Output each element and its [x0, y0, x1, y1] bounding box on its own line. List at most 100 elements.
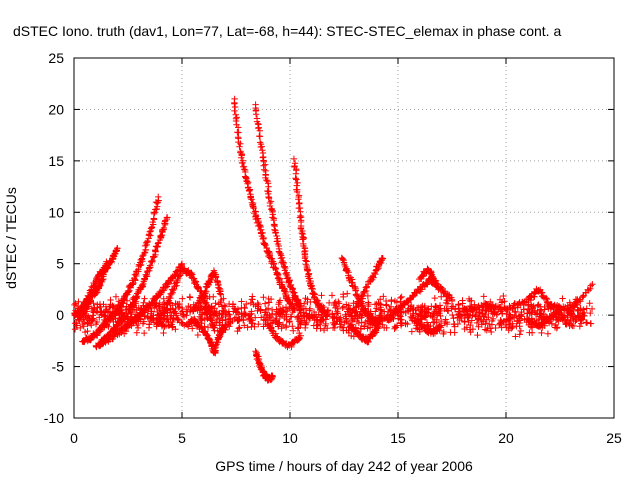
data-point [424, 266, 432, 273]
data-point [173, 268, 181, 276]
data-point [404, 307, 411, 314]
data-point [314, 321, 321, 329]
data-point [75, 298, 82, 305]
data-point [266, 202, 274, 210]
data-point [272, 317, 279, 324]
data-point [421, 302, 429, 310]
data-point [466, 311, 474, 319]
data-point [140, 318, 148, 325]
data-point [541, 306, 548, 313]
data-point [297, 306, 304, 314]
data-point [312, 311, 320, 318]
data-point [196, 313, 204, 321]
data-point [409, 312, 417, 319]
data-point [257, 314, 265, 321]
data-point [555, 317, 562, 325]
data-point [216, 310, 223, 318]
data-point [587, 285, 594, 292]
data-point [444, 300, 452, 307]
data-point [151, 209, 158, 216]
data-point [467, 321, 474, 329]
data-point [215, 301, 223, 308]
data-point [289, 286, 296, 293]
data-point [427, 322, 434, 330]
data-point [503, 316, 511, 323]
data-point [351, 307, 359, 315]
data-point [380, 293, 387, 300]
data-point [475, 323, 482, 330]
data-point [387, 303, 395, 310]
data-point [377, 259, 385, 267]
data-point [543, 294, 550, 302]
data-point [511, 314, 518, 321]
data-point [443, 320, 451, 328]
data-point [117, 303, 124, 310]
data-point [474, 331, 481, 339]
data-point [364, 325, 371, 332]
data-point [131, 271, 139, 278]
data-point [524, 302, 532, 309]
data-point [178, 304, 186, 312]
data-point [322, 322, 329, 329]
data-point [198, 324, 205, 331]
data-point [234, 316, 242, 324]
data-point [256, 222, 263, 230]
data-point [532, 311, 540, 318]
data-point [124, 310, 132, 317]
data-point [342, 315, 350, 322]
data-point [94, 301, 101, 308]
data-point [473, 319, 481, 327]
data-point [232, 306, 239, 314]
data-point [259, 147, 266, 154]
data-point [398, 320, 406, 327]
data-point [220, 302, 228, 309]
data-point [506, 311, 513, 318]
data-point [269, 310, 276, 317]
data-point [155, 193, 162, 201]
x-tick-label: 0 [70, 430, 78, 446]
data-point [144, 237, 151, 245]
data-point [298, 229, 305, 237]
data-point [433, 281, 441, 288]
data-point [560, 303, 567, 310]
data-point [290, 327, 297, 334]
data-point [449, 311, 456, 319]
data-point [218, 296, 225, 304]
data-point [572, 318, 579, 325]
data-point [409, 293, 416, 301]
data-point [442, 316, 449, 323]
data-point [87, 336, 95, 343]
data-point [269, 214, 276, 221]
data-point [377, 301, 384, 309]
data-point [149, 218, 156, 226]
data-point [421, 323, 429, 330]
data-point [433, 316, 440, 323]
data-point [89, 317, 96, 324]
data-point [318, 292, 325, 299]
data-point [423, 319, 431, 326]
data-point [589, 281, 596, 288]
data-point [294, 325, 302, 332]
data-point [150, 299, 158, 306]
data-point [586, 300, 593, 307]
data-point [461, 318, 468, 326]
data-point [141, 313, 149, 320]
data-point [261, 300, 269, 307]
data-point [155, 302, 162, 310]
data-point [383, 324, 390, 332]
chart-title: dSTEC Iono. truth (dav1, Lon=77, Lat=-68… [13, 23, 561, 39]
data-point [267, 295, 275, 303]
data-point [103, 258, 110, 265]
data-point [283, 311, 290, 318]
data-point [516, 319, 523, 327]
data-point [189, 325, 196, 332]
data-point [467, 303, 475, 311]
data-point [73, 320, 80, 327]
data-point [141, 295, 148, 302]
data-point [257, 143, 264, 151]
data-point [511, 308, 518, 316]
data-point [293, 188, 301, 196]
x-axis-label: GPS time / hours of day 242 of year 2006 [215, 458, 473, 474]
data-point [206, 310, 213, 318]
data-point [160, 295, 167, 302]
